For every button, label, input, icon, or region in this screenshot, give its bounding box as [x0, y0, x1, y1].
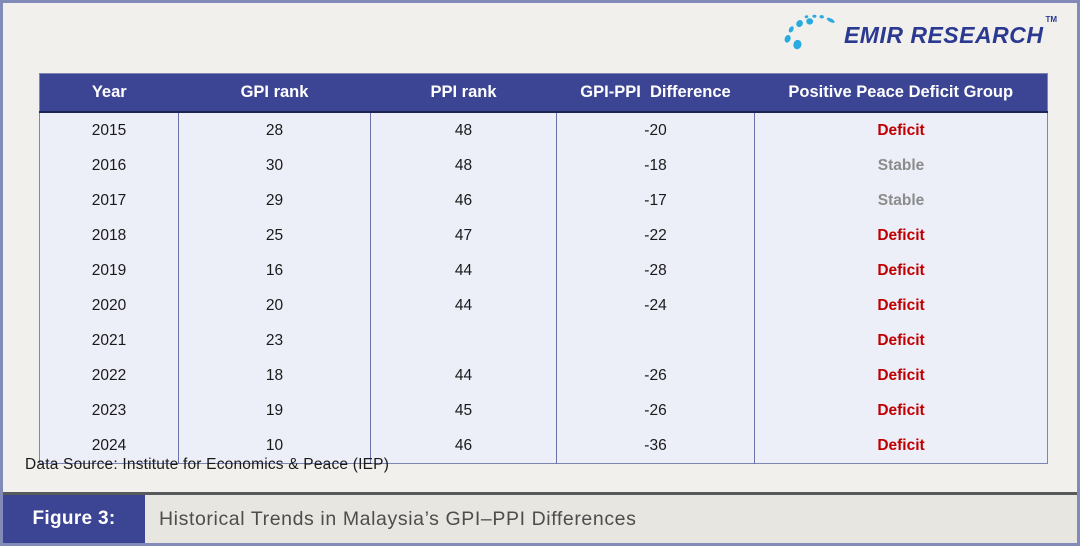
table-row: 2016 30 48 -18 Stable [40, 148, 1048, 183]
cell-ppi-rank: 47 [370, 218, 557, 253]
cell-year: 2016 [91, 156, 127, 174]
figure-caption-text: Historical Trends in Malaysia’s GPI–PPI … [145, 495, 1077, 543]
cell-ppi-rank: 46 [370, 183, 557, 218]
cell-difference: -24 [556, 288, 755, 323]
cell-year: 2015 [91, 121, 127, 139]
table-row: 2020 20 44 -24 Deficit [40, 288, 1048, 323]
cell-year: 2020 [91, 296, 127, 314]
header-deficit-group: Positive Peace Deficit Group [754, 73, 1048, 113]
cell-gpi-rank: 25 [178, 218, 371, 253]
header-ppi-rank: PPI rank [370, 73, 557, 113]
table-row: 2024 10 46 -36 Deficit [40, 428, 1048, 464]
table-row: 2015 28 48 -20 Deficit [40, 112, 1048, 148]
cell-deficit-group: Stable [754, 148, 1048, 183]
cell-difference: -22 [556, 218, 755, 253]
cell-ppi-rank: 48 [370, 148, 557, 183]
table-body: 2015 28 48 -20 Deficit 2016 30 48 -18 Stable 2017 2… [40, 112, 1048, 464]
cell-ppi-rank [370, 323, 557, 358]
cell-difference: -17 [556, 183, 755, 218]
cell-deficit-group: Deficit [754, 112, 1048, 148]
gpi-ppi-table: Year GPI rank PPI rank GPI-PPI Differenc… [39, 73, 1048, 464]
cell-year: 2024 [91, 436, 127, 454]
cell-deficit-group: Deficit [754, 358, 1048, 393]
cell-deficit-group: Deficit [754, 288, 1048, 323]
cell-difference: -36 [556, 428, 755, 464]
cell-deficit-group: Deficit [754, 323, 1048, 358]
table-row: 2023 19 45 -26 Deficit [40, 393, 1048, 428]
emir-research-logo: EMIR RESEARCHTM [780, 11, 1057, 57]
cell-deficit-group: Deficit [754, 393, 1048, 428]
cell-ppi-rank: 45 [370, 393, 557, 428]
table-row: 2021 23 Deficit [40, 323, 1048, 358]
cell-gpi-rank: 16 [178, 253, 371, 288]
cell-gpi-rank: 10 [178, 428, 371, 464]
cell-deficit-group: Deficit [754, 428, 1048, 464]
logo-wordmark: EMIR RESEARCHTM [843, 15, 1057, 48]
cell-difference: -28 [556, 253, 755, 288]
cell-ppi-rank: 48 [370, 112, 557, 148]
cell-difference: -26 [556, 358, 755, 393]
cell-gpi-rank: 28 [178, 112, 371, 148]
header-gpi-rank: GPI rank [178, 73, 371, 113]
cell-year: 2022 [91, 366, 127, 384]
header-year: Year [39, 73, 179, 113]
cell-year: 2023 [91, 401, 127, 419]
cell-difference [556, 323, 755, 358]
figure-caption-bar: Figure 3: Historical Trends in Malaysia’… [3, 492, 1077, 543]
figure-number-label: Figure 3: [3, 495, 145, 543]
cell-difference: -26 [556, 393, 755, 428]
trademark-symbol: TM [1045, 15, 1057, 24]
cell-gpi-rank: 29 [178, 183, 371, 218]
table-header-row: Year GPI rank PPI rank GPI-PPI Differenc… [39, 73, 1048, 113]
cell-year: 2021 [91, 331, 127, 349]
cell-ppi-rank: 44 [370, 288, 557, 323]
cell-deficit-group: Deficit [754, 253, 1048, 288]
table-row: 2018 25 47 -22 Deficit [40, 218, 1048, 253]
table-row: 2017 29 46 -17 Stable [40, 183, 1048, 218]
table-row: 2019 16 44 -28 Deficit [40, 253, 1048, 288]
cell-gpi-rank: 20 [178, 288, 371, 323]
cell-difference: -18 [556, 148, 755, 183]
header-difference: GPI-PPI Difference [556, 73, 755, 113]
cell-ppi-rank: 44 [370, 253, 557, 288]
cell-gpi-rank: 18 [178, 358, 371, 393]
cell-ppi-rank: 44 [370, 358, 557, 393]
logo-globe-dots-icon [784, 14, 835, 50]
data-source-note: Data Source: Institute for Economics & P… [25, 456, 390, 473]
table-row: 2022 18 44 -26 Deficit [40, 358, 1048, 393]
cell-gpi-rank: 19 [178, 393, 371, 428]
cell-year: 2017 [91, 191, 127, 209]
cell-deficit-group: Stable [754, 183, 1048, 218]
cell-deficit-group: Deficit [754, 218, 1048, 253]
cell-difference: -20 [556, 112, 755, 148]
cell-year: 2019 [91, 261, 127, 279]
cell-ppi-rank: 46 [370, 428, 557, 464]
cell-gpi-rank: 30 [178, 148, 371, 183]
cell-year: 2018 [91, 226, 127, 244]
cell-gpi-rank: 23 [178, 323, 371, 358]
